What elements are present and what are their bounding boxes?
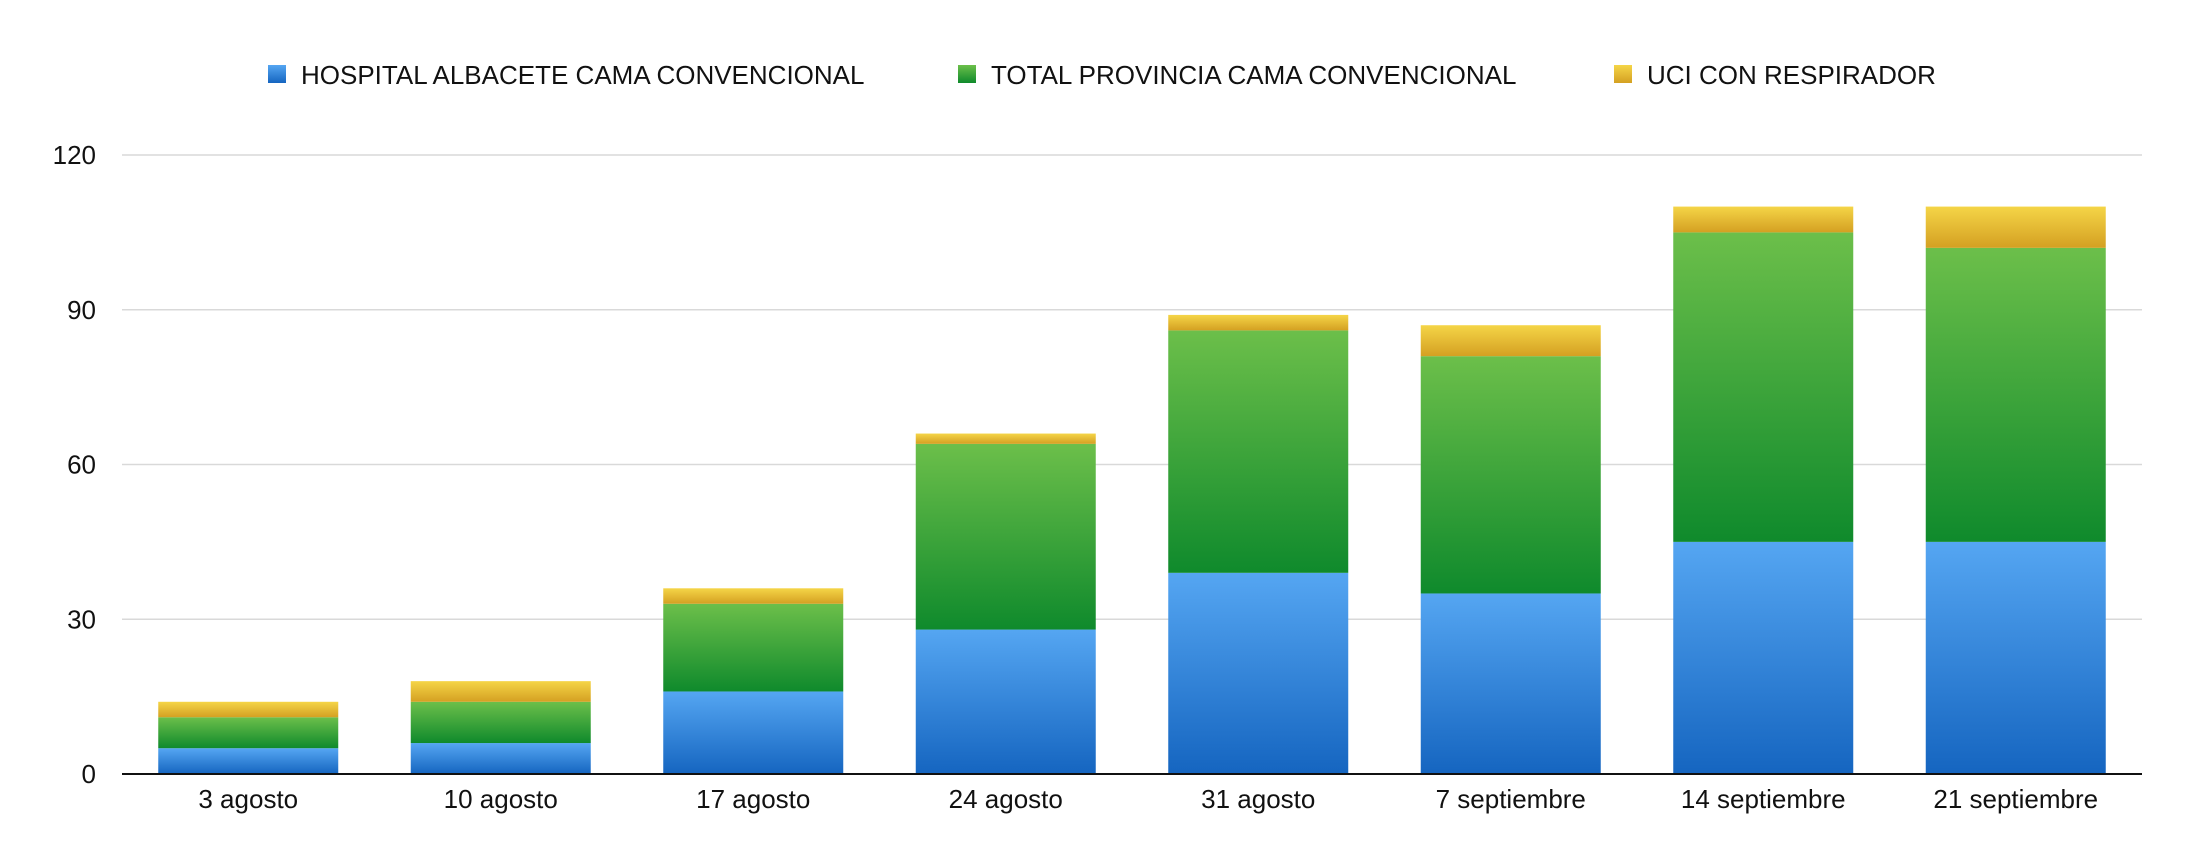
legend-swatch [1614, 65, 1632, 83]
bar-segment [1925, 541, 2106, 774]
legend-swatch [958, 65, 976, 83]
bar-segment [410, 701, 591, 744]
bar-segment [1168, 330, 1349, 573]
bar-segment [158, 748, 339, 774]
legend-label: HOSPITAL ALBACETE CAMA CONVENCIONAL [301, 60, 864, 90]
x-tick-label: 17 agosto [696, 784, 810, 814]
bar-segment [1673, 541, 1854, 774]
legend: HOSPITAL ALBACETE CAMA CONVENCIONAL TOTAL… [268, 60, 1936, 90]
bar-segment [1925, 206, 2106, 248]
legend-label: UCI CON RESPIRADOR [1647, 60, 1936, 90]
x-tick-label: 10 agosto [444, 784, 558, 814]
bar-segment [663, 588, 844, 604]
y-tick-label: 120 [53, 140, 96, 170]
bar-segment [158, 701, 339, 718]
x-tick-label: 14 septiembre [1681, 784, 1846, 814]
bar-segment [1420, 356, 1601, 594]
bars [158, 206, 2106, 774]
x-tick-label: 3 agosto [198, 784, 298, 814]
x-tick-label: 24 agosto [949, 784, 1063, 814]
bar-segment [158, 717, 339, 749]
bar-segment [1420, 593, 1601, 774]
bar-segment [663, 691, 844, 774]
bar-segment [663, 603, 844, 692]
bar-segment [1168, 314, 1349, 331]
bar-segment [1925, 247, 2106, 542]
bar-segment [410, 743, 591, 774]
bar-segment [1420, 325, 1601, 357]
y-tick-label: 90 [67, 295, 96, 325]
bar-segment [1673, 232, 1854, 542]
bar-segment [1673, 206, 1854, 233]
y-tick-label: 30 [67, 604, 96, 634]
bar-segment [915, 443, 1096, 630]
bar-segment [410, 681, 591, 702]
x-tick-label: 7 septiembre [1436, 784, 1586, 814]
bar-segment [1168, 572, 1349, 774]
legend-label: TOTAL PROVINCIA CAMA CONVENCIONAL [991, 60, 1516, 90]
x-tick-label: 31 agosto [1201, 784, 1315, 814]
x-tick-label: 21 septiembre [1933, 784, 2098, 814]
y-tick-label: 60 [67, 450, 96, 480]
y-axis-ticks: 0 30 60 90 120 [53, 140, 96, 789]
x-axis-labels: 3 agosto 10 agosto 17 agosto 24 agosto 31 ag… [198, 784, 2098, 814]
bar-segment [915, 629, 1096, 774]
bar-segment [915, 433, 1096, 444]
y-tick-label: 0 [82, 759, 96, 789]
legend-swatch [268, 65, 286, 83]
